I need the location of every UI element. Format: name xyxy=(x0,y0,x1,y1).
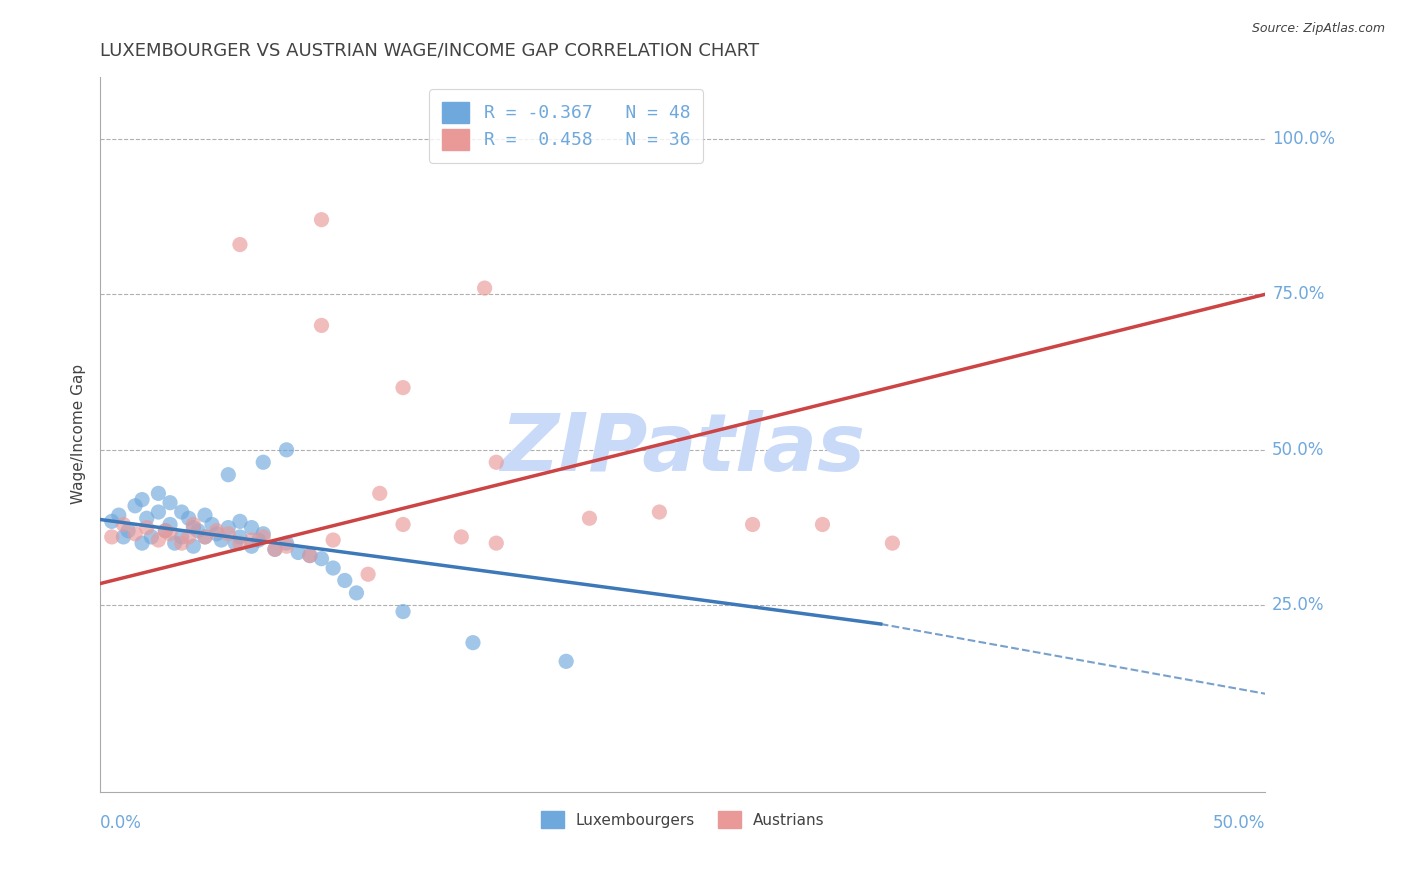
Point xyxy=(474,281,496,295)
Point xyxy=(392,605,415,619)
Point xyxy=(240,539,263,553)
Point xyxy=(194,530,217,544)
Point xyxy=(287,545,309,559)
Point xyxy=(170,536,193,550)
Point xyxy=(183,520,205,534)
Point xyxy=(461,635,484,649)
Text: Source: ZipAtlas.com: Source: ZipAtlas.com xyxy=(1251,22,1385,36)
Point xyxy=(252,526,274,541)
Text: 75.0%: 75.0% xyxy=(1272,285,1324,303)
Point xyxy=(247,533,270,547)
Point xyxy=(135,511,157,525)
Point xyxy=(229,536,252,550)
Point xyxy=(201,517,224,532)
Point xyxy=(107,508,129,523)
Point xyxy=(311,318,333,333)
Point xyxy=(170,505,193,519)
Point xyxy=(194,530,217,544)
Point xyxy=(124,526,146,541)
Point xyxy=(205,524,228,538)
Point xyxy=(124,499,146,513)
Point xyxy=(217,467,239,482)
Point xyxy=(131,536,153,550)
Point xyxy=(170,530,193,544)
Point xyxy=(811,517,834,532)
Point xyxy=(229,237,252,252)
Point xyxy=(485,536,508,550)
Point xyxy=(141,530,163,544)
Point xyxy=(485,455,508,469)
Point xyxy=(229,530,252,544)
Point xyxy=(229,514,252,528)
Point xyxy=(346,586,368,600)
Point xyxy=(311,212,333,227)
Point xyxy=(148,533,170,547)
Text: ZIPatlas: ZIPatlas xyxy=(501,409,865,488)
Point xyxy=(155,524,177,538)
Y-axis label: Wage/Income Gap: Wage/Income Gap xyxy=(72,364,86,504)
Point xyxy=(298,549,321,563)
Point xyxy=(450,530,472,544)
Point xyxy=(311,551,333,566)
Point xyxy=(131,492,153,507)
Text: 50.0%: 50.0% xyxy=(1272,441,1324,458)
Point xyxy=(555,654,578,668)
Point xyxy=(252,530,274,544)
Text: 50.0%: 50.0% xyxy=(1213,814,1265,831)
Point xyxy=(240,533,263,547)
Point xyxy=(264,542,287,557)
Point xyxy=(276,442,298,457)
Point xyxy=(392,517,415,532)
Text: LUXEMBOURGER VS AUSTRIAN WAGE/INCOME GAP CORRELATION CHART: LUXEMBOURGER VS AUSTRIAN WAGE/INCOME GAP… xyxy=(100,42,759,60)
Point xyxy=(159,496,181,510)
Point xyxy=(276,539,298,553)
Point xyxy=(135,520,157,534)
Point xyxy=(240,520,263,534)
Point xyxy=(252,455,274,469)
Point xyxy=(392,381,415,395)
Point xyxy=(298,549,321,563)
Point xyxy=(177,530,200,544)
Point xyxy=(368,486,391,500)
Point xyxy=(578,511,600,525)
Point xyxy=(322,533,344,547)
Point xyxy=(741,517,763,532)
Point xyxy=(117,524,139,538)
Point xyxy=(264,542,287,557)
Point xyxy=(882,536,904,550)
Point xyxy=(155,524,177,538)
Point xyxy=(209,533,232,547)
Point xyxy=(648,505,671,519)
Point xyxy=(183,517,205,532)
Text: 25.0%: 25.0% xyxy=(1272,597,1324,615)
Point xyxy=(217,520,239,534)
Point xyxy=(159,517,181,532)
Point xyxy=(101,530,124,544)
Point xyxy=(205,526,228,541)
Point xyxy=(177,511,200,525)
Point xyxy=(187,524,209,538)
Point xyxy=(224,536,246,550)
Point xyxy=(148,505,170,519)
Point xyxy=(357,567,380,582)
Point xyxy=(183,539,205,553)
Point xyxy=(101,514,124,528)
Point xyxy=(333,574,356,588)
Point xyxy=(322,561,344,575)
Text: 100.0%: 100.0% xyxy=(1272,130,1336,148)
Point xyxy=(163,536,186,550)
Legend: Luxembourgers, Austrians: Luxembourgers, Austrians xyxy=(534,805,831,834)
Point xyxy=(194,508,217,523)
Point xyxy=(276,536,298,550)
Point xyxy=(217,526,239,541)
Text: 0.0%: 0.0% xyxy=(100,814,142,831)
Point xyxy=(112,530,135,544)
Point xyxy=(148,486,170,500)
Point xyxy=(112,517,135,532)
Point xyxy=(159,526,181,541)
